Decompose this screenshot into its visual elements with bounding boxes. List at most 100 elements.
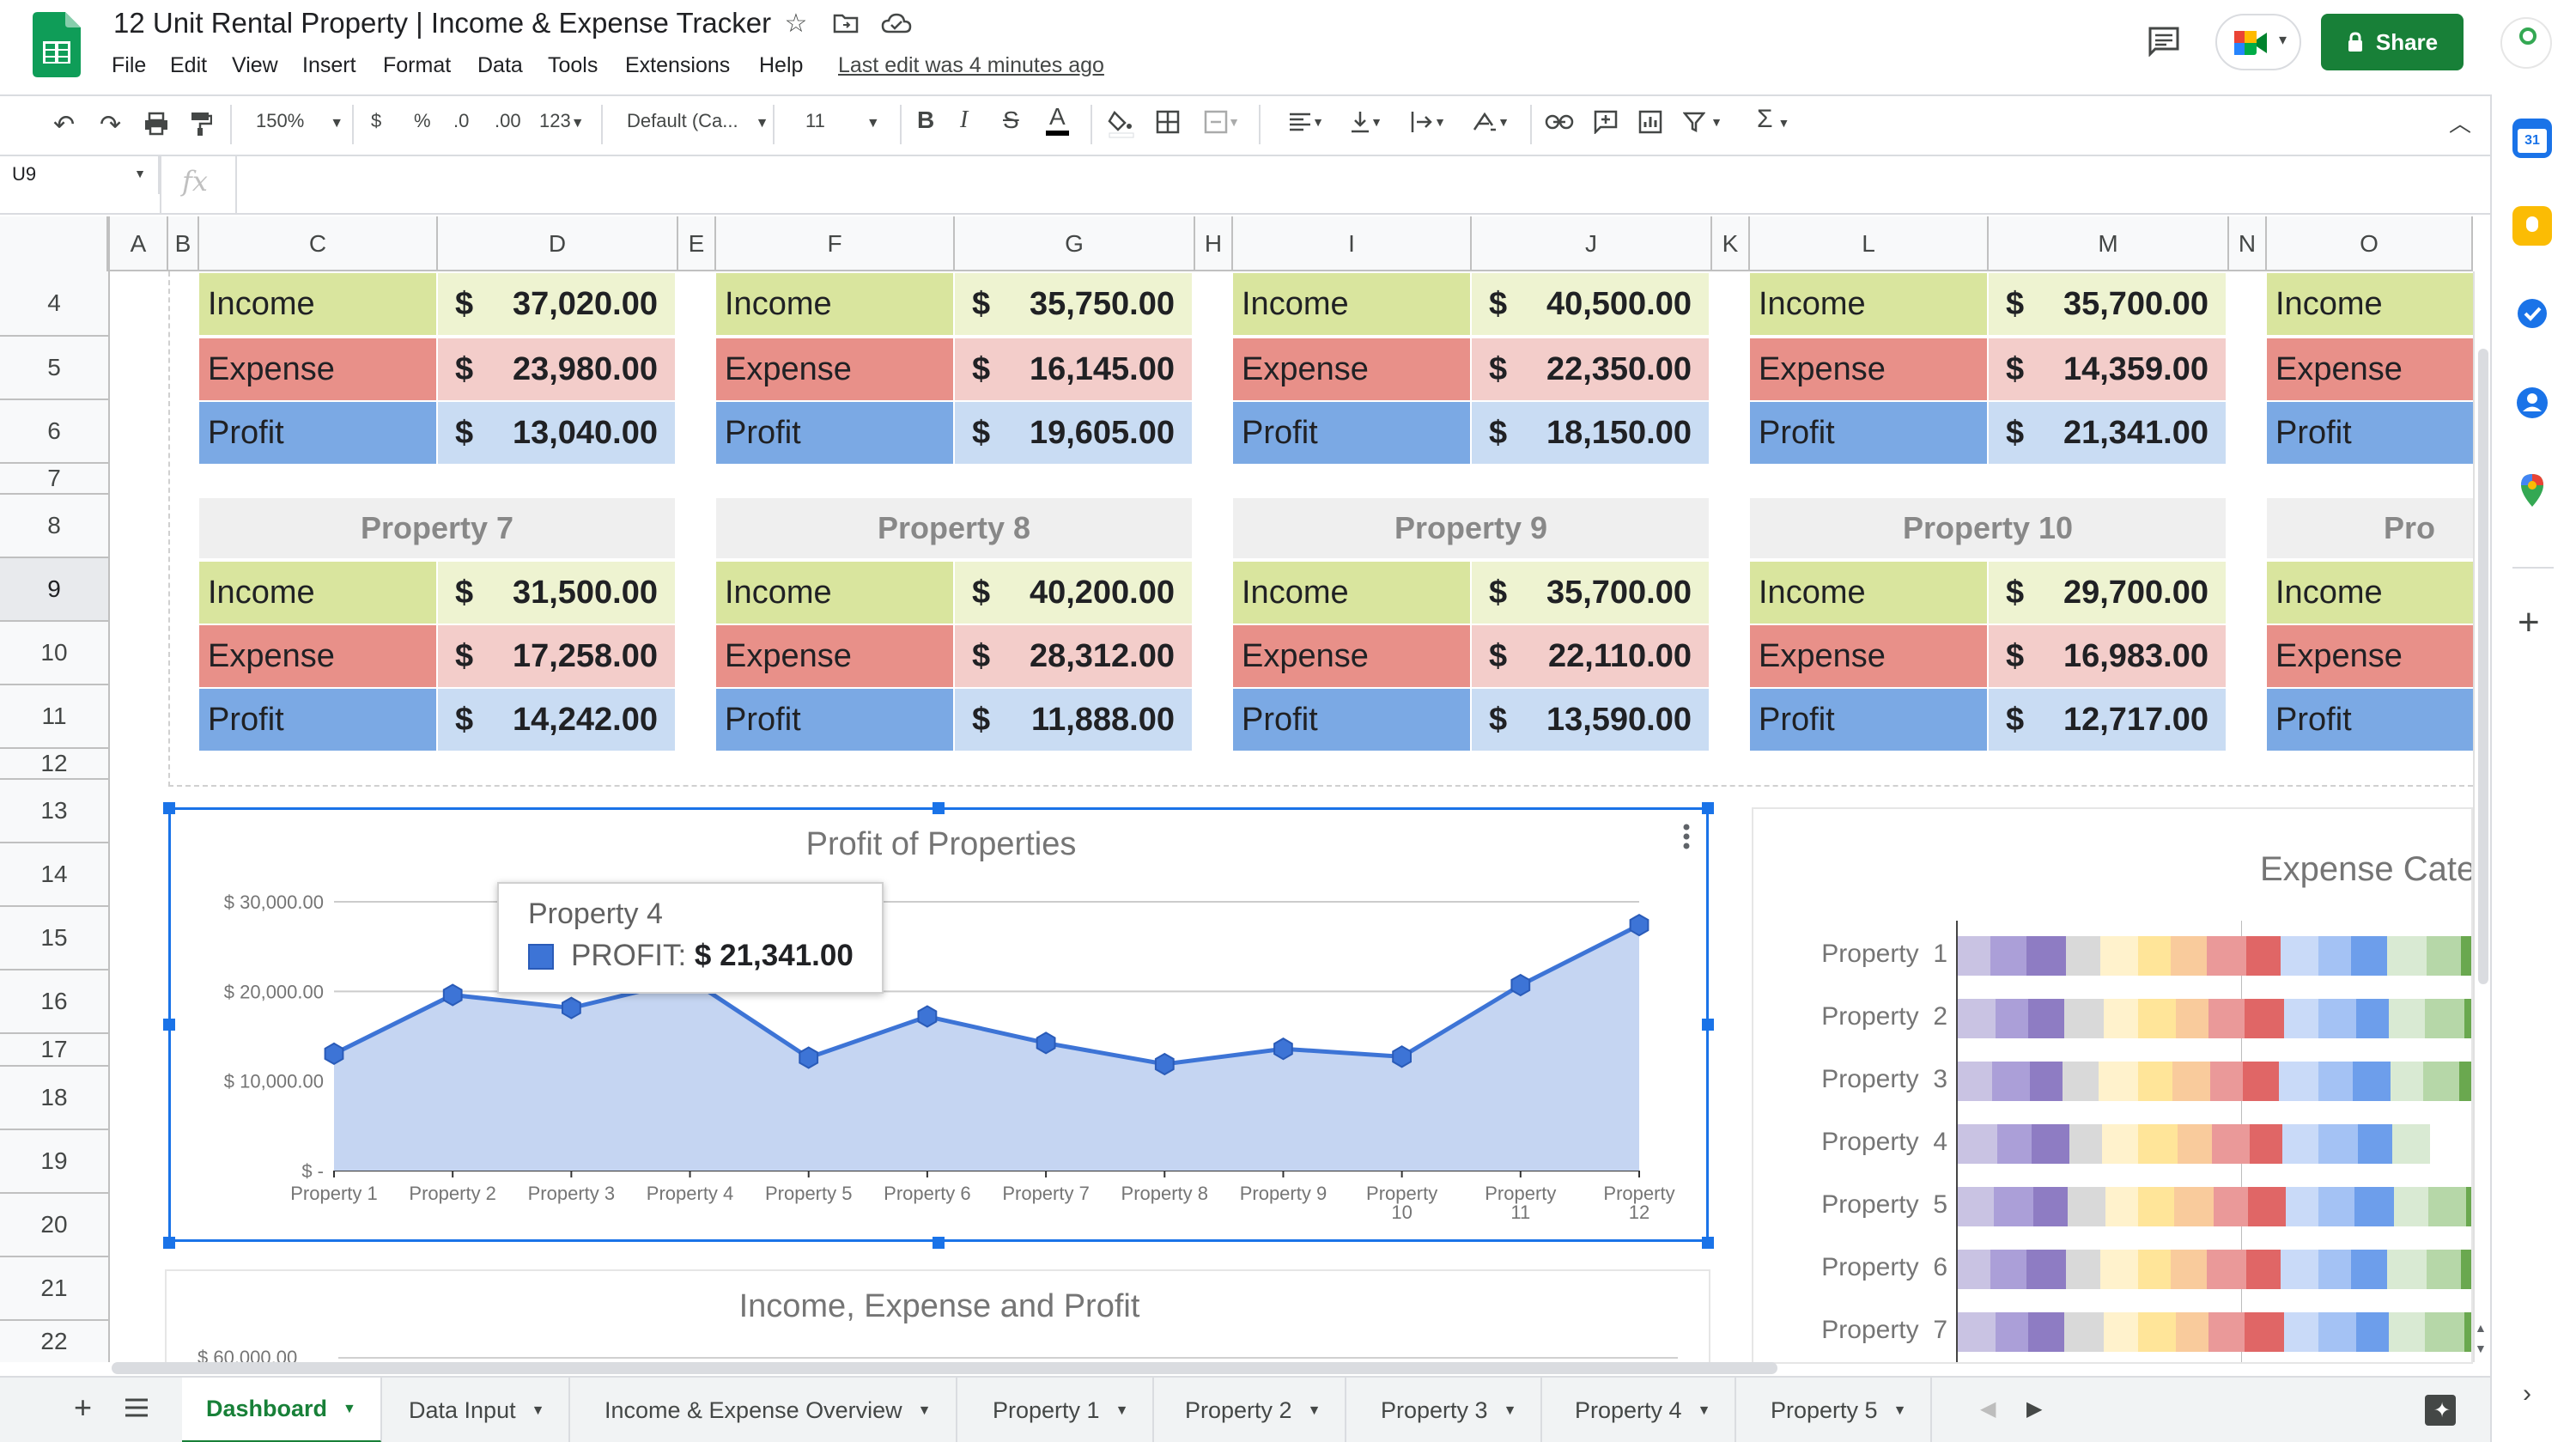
redo-icon[interactable]: ↷ [100,111,122,139]
formula-input[interactable] [249,163,2447,206]
profit-label[interactable]: Profit [199,689,436,751]
bold-button[interactable]: B [917,106,935,133]
row-header[interactable]: 13 [0,780,108,843]
tab-income-expense-overview[interactable]: Income & Expense Overview ▼ [580,1378,957,1442]
profit-label[interactable]: Profit [2267,689,2473,751]
row-header[interactable]: 17 [0,1034,108,1067]
expense-label[interactable]: Expense [716,338,953,400]
row-header[interactable]: 18 [0,1067,108,1130]
resize-handle[interactable] [163,1019,175,1031]
merge-cells-icon[interactable]: ▼ [1200,108,1243,136]
expense-label[interactable]: Expense [1750,625,1987,687]
expense-value[interactable]: $16,145.00 [955,338,1192,400]
income-value[interactable]: $40,500.00 [1472,273,1709,335]
tab-property-4[interactable]: Property 4 ▼ [1551,1378,1737,1442]
row-header[interactable]: 11 [0,685,108,749]
profit-value[interactable]: $14,242.00 [438,689,675,751]
expense-label[interactable]: Expense [1750,338,1987,400]
row-header[interactable]: 5 [0,337,108,400]
horizontal-align-icon[interactable]: ▼ [1285,108,1327,136]
income-label[interactable]: Income [2267,562,2473,624]
income-label[interactable]: Income [199,562,436,624]
row-header[interactable]: 22 [40,1328,68,1354]
column-header-l[interactable]: L [1750,216,1989,271]
text-color-button[interactable]: A [1046,103,1069,136]
text-rotation-icon[interactable]: ▼ [1467,108,1515,136]
row-header-selected[interactable]: 9 [0,558,108,622]
font-select[interactable]: Default (Ca... ▼ [627,110,769,132]
property-title[interactable]: Property 8 [716,498,1192,558]
text-wrapping-icon[interactable]: ▼ [1406,108,1449,136]
menu-tools[interactable]: Tools [548,53,598,77]
insert-chart-icon[interactable] [1637,108,1664,136]
row-header[interactable]: 10 [0,622,108,685]
property-title[interactable]: Pro [2267,498,2473,558]
row-header[interactable]: 6 [0,400,108,464]
move-folder-icon[interactable] [831,10,860,36]
income-value[interactable]: $31,500.00 [438,562,675,624]
row-header[interactable]: 21 [0,1257,108,1321]
row-header[interactable]: 4 [0,271,108,337]
calendar-icon[interactable]: 31 [2512,119,2552,158]
expense-value[interactable]: $22,350.00 [1472,338,1709,400]
scroll-thumb[interactable] [2478,349,2488,984]
italic-button[interactable]: I [960,106,969,133]
profit-value[interactable]: $13,590.00 [1472,689,1709,751]
profit-value[interactable]: $18,150.00 [1472,402,1709,464]
more-formats-button[interactable]: 123▼ [539,110,585,132]
profit-value[interactable]: $11,888.00 [955,689,1192,751]
row-header[interactable]: 20 [0,1194,108,1257]
all-sheets-icon[interactable] [124,1396,149,1423]
menu-edit[interactable]: Edit [170,53,208,77]
column-header-o[interactable]: O [2267,216,2473,271]
row-header[interactable]: 19 [0,1130,108,1194]
column-header-d[interactable]: D [438,216,678,271]
income-label[interactable]: Income [716,273,953,335]
fill-color-icon[interactable] [1106,106,1137,141]
column-header-a[interactable]: A [110,216,168,271]
explore-icon[interactable]: ✦ [2425,1395,2456,1426]
income-value[interactable]: $35,700.00 [1472,562,1709,624]
contacts-icon[interactable] [2512,383,2552,423]
functions-button[interactable]: Σ ▼ [1757,105,1789,134]
expense-label[interactable]: Expense [1233,338,1470,400]
profit-label[interactable]: Profit [1750,689,1987,751]
column-header-c[interactable]: C [199,216,438,271]
expense-value[interactable]: $23,980.00 [438,338,675,400]
column-header-n[interactable]: N [2229,216,2267,271]
show-side-panel-icon[interactable]: › [2523,1379,2531,1408]
resize-handle[interactable] [1702,1019,1714,1031]
column-header-k[interactable]: K [1712,216,1750,271]
resize-handle[interactable] [1702,1237,1714,1249]
star-icon[interactable]: ☆ [784,9,808,38]
resize-handle[interactable] [933,802,945,814]
vertical-scrollbar[interactable]: ▲ ▼ [2473,271,2490,1362]
undo-icon[interactable]: ↶ [53,111,76,139]
expense-value[interactable]: $14,359.00 [1989,338,2226,400]
expense-label[interactable]: Expense [2267,625,2473,687]
sheets-logo-icon[interactable] [33,12,81,77]
tab-dashboard[interactable]: Dashboard ▼ [182,1378,382,1442]
format-currency-button[interactable]: $ [371,110,382,131]
collapse-toolbar-icon[interactable]: ︿ [2449,111,2472,137]
expense-value[interactable]: $28,312.00 [955,625,1192,687]
menu-data[interactable]: Data [477,53,523,77]
cloud-saved-icon[interactable] [879,10,914,36]
column-header-f[interactable]: F [716,216,955,271]
menu-view[interactable]: View [232,53,278,77]
menu-insert[interactable]: Insert [302,53,356,77]
filter-icon[interactable]: ▼ [1681,108,1724,136]
resize-handle[interactable] [933,1237,945,1249]
column-header-h[interactable]: H [1195,216,1233,271]
expense-value[interactable]: $22,110.00 [1472,625,1709,687]
insert-link-icon[interactable] [1544,110,1575,134]
column-header-e[interactable]: E [678,216,716,271]
horizontal-scrollbar[interactable] [112,1362,1777,1374]
property-title[interactable]: Property 9 [1233,498,1709,558]
comments-icon[interactable] [2145,22,2183,60]
get-addons-icon[interactable]: + [2518,601,2540,643]
income-label[interactable]: Income [199,273,436,335]
profit-label[interactable]: Profit [1233,402,1470,464]
menu-extensions[interactable]: Extensions [625,53,731,77]
expense-label[interactable]: Expense [199,338,436,400]
